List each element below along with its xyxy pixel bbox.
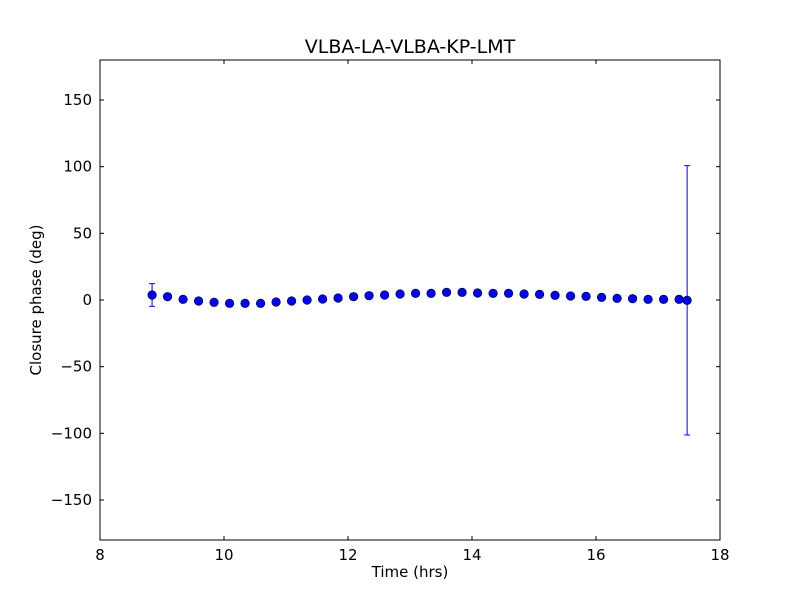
data-point <box>682 295 692 305</box>
x-tick-label: 12 <box>338 546 357 564</box>
x-axis-label: Time (hrs) <box>371 563 449 581</box>
data-point <box>333 293 343 303</box>
data-point <box>147 290 157 300</box>
x-tick-label: 8 <box>95 546 105 564</box>
data-point <box>209 297 219 307</box>
y-tick-label: 0 <box>82 291 92 309</box>
y-tick-label: 150 <box>63 91 92 109</box>
data-point <box>178 294 188 304</box>
data-point <box>503 288 514 298</box>
data-point <box>302 295 312 305</box>
data-point <box>565 291 576 301</box>
data-point <box>581 291 591 301</box>
data-point <box>395 289 405 299</box>
data-point <box>317 294 328 304</box>
data-point <box>457 287 467 297</box>
x-tick-label: 10 <box>214 546 233 564</box>
data-point <box>612 293 622 303</box>
data-point <box>550 290 560 300</box>
y-tick-label: −100 <box>51 424 92 442</box>
data-point <box>519 289 529 299</box>
data-point <box>410 288 421 298</box>
data-point <box>379 290 390 300</box>
data-point <box>348 292 359 302</box>
data-point <box>488 288 498 298</box>
data-point <box>658 294 669 304</box>
data-point <box>255 298 266 308</box>
y-tick-label: −50 <box>60 358 92 376</box>
data-point <box>364 291 374 301</box>
y-axis-label: Closure phase (deg) <box>27 225 45 376</box>
data-point <box>286 296 297 306</box>
data-point <box>596 292 607 302</box>
data-point <box>162 292 173 302</box>
data-point <box>224 298 235 308</box>
y-tick-label: 50 <box>73 224 92 242</box>
data-point <box>674 294 684 304</box>
data-point <box>472 288 483 298</box>
data-point <box>240 298 250 308</box>
x-tick-label: 18 <box>710 546 729 564</box>
x-tick-label: 16 <box>586 546 605 564</box>
chart-title: VLBA-LA-VLBA-KP-LMT <box>305 36 516 58</box>
x-tick-label: 14 <box>462 546 481 564</box>
y-tick-label: 100 <box>63 158 92 176</box>
plot-frame <box>99 59 721 541</box>
data-point <box>426 288 436 298</box>
data-point <box>627 294 638 304</box>
y-tick-label: −150 <box>51 491 92 509</box>
data-point <box>643 294 653 304</box>
data-point <box>271 297 281 307</box>
data-point <box>193 296 204 306</box>
data-point <box>441 287 452 297</box>
data-point <box>534 289 545 299</box>
